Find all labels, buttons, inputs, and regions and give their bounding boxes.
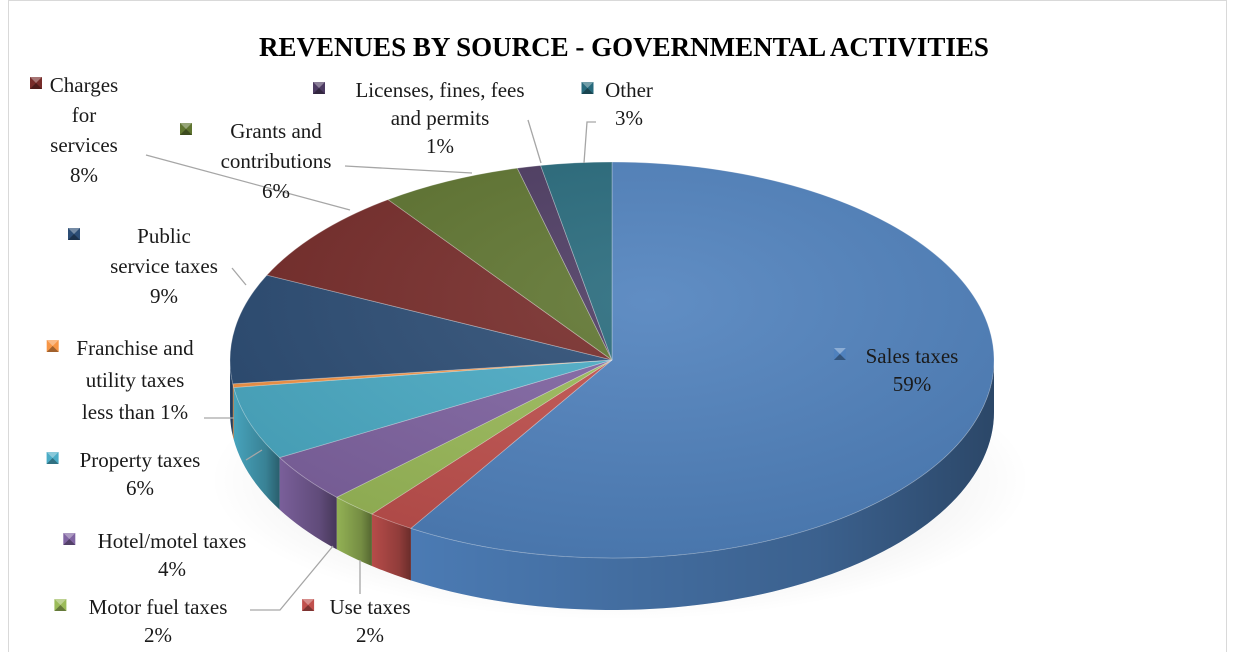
leader-line-grants bbox=[344, 165, 473, 174]
pie-side-property bbox=[233, 387, 280, 510]
data-label-licenses-line-0: Licenses, fines, fees bbox=[355, 78, 524, 102]
pie-side-use bbox=[371, 513, 411, 581]
leader-line-other bbox=[583, 121, 596, 164]
legend-key-public bbox=[68, 228, 80, 240]
pie-sides bbox=[230, 360, 994, 610]
legend-key-other bbox=[581, 82, 594, 94]
data-label-grants: Grants and contributions 6% bbox=[180, 119, 331, 203]
data-label-public-line-0: Public bbox=[137, 224, 191, 248]
data-label-charges-line-1: for bbox=[72, 103, 97, 127]
data-label-use: Use taxes 2% bbox=[302, 595, 411, 647]
data-label-property-line-0: Property taxes bbox=[80, 448, 201, 472]
data-label-charges-line-2: services bbox=[50, 133, 118, 157]
data-label-hotel-line-0: Hotel/motel taxes bbox=[98, 529, 247, 553]
data-label-franchise: Franchise and utility taxes less than 1% bbox=[46, 336, 194, 424]
data-label-licenses: Licenses, fines, fees and permits 1% bbox=[313, 78, 525, 158]
data-label-other-line-0: Other bbox=[605, 78, 653, 102]
pie-side-hotel bbox=[279, 457, 337, 550]
data-label-hotel-line-1: 4% bbox=[158, 557, 186, 581]
data-label-sales: Sales taxes 59% bbox=[833, 344, 959, 396]
leader-lines bbox=[145, 119, 596, 611]
pie-top-shading bbox=[230, 162, 994, 558]
data-label-property: Property taxes 6% bbox=[46, 448, 201, 500]
data-label-public-line-1: service taxes bbox=[110, 254, 218, 278]
data-label-franchise-line-1: utility taxes bbox=[86, 368, 185, 392]
data-label-grants-line-1: contributions bbox=[221, 149, 332, 173]
pie-side-public bbox=[230, 360, 233, 436]
legend-key-motor bbox=[54, 599, 67, 611]
data-label-charges-line-3: 8% bbox=[70, 163, 98, 187]
pie-side-motor bbox=[336, 497, 372, 566]
data-label-use-line-0: Use taxes bbox=[329, 595, 410, 619]
data-label-charges: Charges for services 8% bbox=[30, 73, 118, 187]
legend-key-franchise bbox=[46, 340, 59, 352]
leader-line-public bbox=[231, 267, 247, 286]
data-label-charges-line-0: Charges bbox=[50, 73, 118, 97]
leader-line-licenses bbox=[527, 119, 542, 164]
data-label-licenses-line-2: 1% bbox=[426, 134, 454, 158]
data-label-motor: Motor fuel taxes 2% bbox=[54, 595, 227, 647]
data-label-motor-line-0: Motor fuel taxes bbox=[89, 595, 228, 619]
data-label-franchise-line-0: Franchise and bbox=[76, 336, 194, 360]
data-label-use-line-1: 2% bbox=[356, 623, 384, 647]
data-label-grants-line-2: 6% bbox=[262, 179, 290, 203]
chart-title: REVENUES BY SOURCE - GOVERNMENTAL ACTIVI… bbox=[259, 32, 989, 62]
leader-line-property bbox=[245, 449, 263, 461]
data-label-licenses-line-1: and permits bbox=[391, 106, 490, 130]
chart-frame bbox=[8, 0, 1227, 652]
data-label-property-line-1: 6% bbox=[126, 476, 154, 500]
data-label-other-line-1: 3% bbox=[615, 106, 643, 130]
data-label-sales-line-1: 59% bbox=[893, 372, 932, 396]
data-label-hotel: Hotel/motel taxes 4% bbox=[63, 529, 246, 581]
legend-key-sales bbox=[833, 348, 846, 360]
legend-key-licenses bbox=[313, 82, 325, 94]
leader-line-charges bbox=[145, 154, 351, 211]
legend-key-grants bbox=[180, 123, 192, 135]
legend-key-use bbox=[302, 599, 315, 611]
data-label-other: Other 3% bbox=[581, 78, 653, 130]
data-label-sales-line-0: Sales taxes bbox=[866, 344, 959, 368]
data-label-public-line-2: 9% bbox=[150, 284, 178, 308]
legend-key-property bbox=[46, 452, 59, 464]
data-label-franchise-line-2: less than 1% bbox=[82, 400, 188, 424]
data-label-motor-line-1: 2% bbox=[144, 623, 172, 647]
data-label-grants-line-0: Grants and bbox=[230, 119, 322, 143]
pie-top bbox=[229, 161, 995, 559]
data-label-public: Public service taxes 9% bbox=[68, 224, 218, 308]
legend-key-charges bbox=[30, 77, 42, 89]
legend-key-hotel bbox=[63, 533, 76, 545]
pie-side-franchise bbox=[232, 383, 234, 440]
pie-side-sales bbox=[410, 360, 994, 610]
leader-line-motor bbox=[250, 545, 334, 611]
